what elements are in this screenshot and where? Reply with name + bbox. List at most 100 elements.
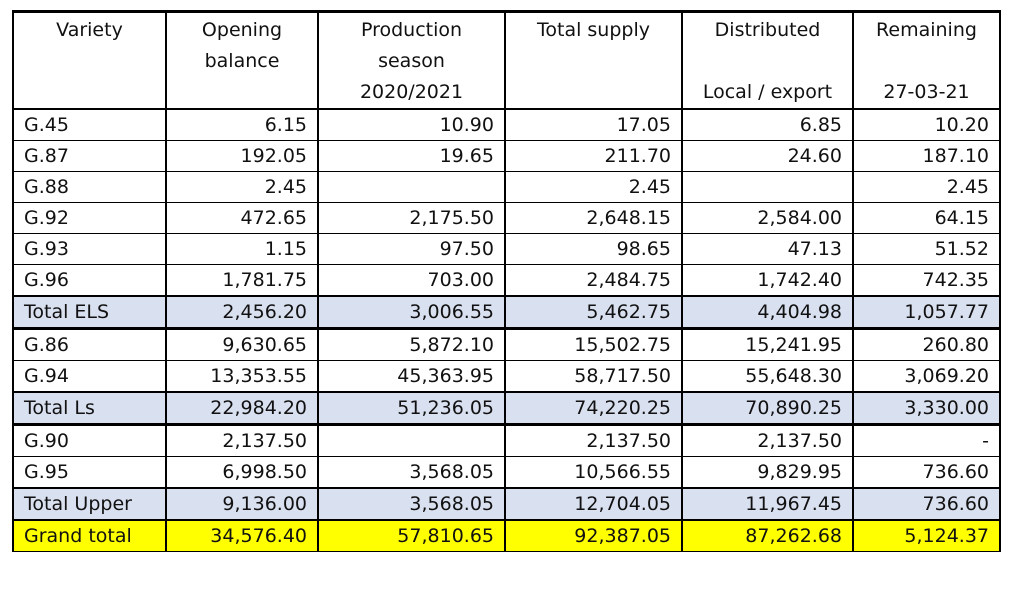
cell-distributed: 15,241.95	[681, 327, 854, 361]
cell-production-season: 57,810.65	[317, 519, 506, 552]
cell-opening-balance: 9,136.00	[165, 487, 319, 521]
table-row: G.86 9,630.65 5,872.10 15,502.75 15,241.95 26…	[12, 327, 1001, 361]
cell-remaining: 1,057.77	[852, 295, 1001, 329]
table-row: G.87 192.05 19.65 211.70 24.60 187.10	[12, 140, 1001, 172]
cell-total-supply: 10,566.55	[504, 456, 683, 489]
cell-remaining: 3,330.00	[852, 391, 1001, 425]
table-row: G.93 1.15 97.50 98.65 47.13 51.52	[12, 233, 1001, 265]
cell-total-supply: 98.65	[504, 233, 683, 265]
cell-remaining: -	[852, 423, 1001, 457]
cell-distributed: 9,829.95	[681, 456, 854, 489]
cell-production-season: 2,175.50	[317, 202, 506, 234]
cell-total-supply: 15,502.75	[504, 327, 683, 361]
cell-opening-balance: 9,630.65	[165, 327, 319, 361]
cell-variety: Total ELS	[12, 295, 167, 329]
cell-opening-balance: 13,353.55	[165, 360, 319, 393]
cell-distributed: 1,742.40	[681, 264, 854, 297]
header-line: Distributed	[714, 19, 821, 41]
cell-variety: G.93	[12, 233, 167, 265]
cell-distributed: 11,967.45	[681, 487, 854, 521]
cell-variety: G.87	[12, 140, 167, 172]
header-distributed: Distributed Local / export	[681, 10, 854, 110]
cell-variety: G.86	[12, 327, 167, 361]
cell-variety: G.96	[12, 264, 167, 297]
cell-total-supply: 12,704.05	[504, 487, 683, 521]
table-row: G.88 2.45 2.45 2.45	[12, 171, 1001, 203]
cell-total-supply: 2,484.75	[504, 264, 683, 297]
cell-remaining: 64.15	[852, 202, 1001, 234]
cell-distributed: 47.13	[681, 233, 854, 265]
subtotal-row: Total Ls 22,984.20 51,236.05 74,220.25 70,89…	[12, 391, 1001, 425]
cell-variety: G.94	[12, 360, 167, 393]
cell-production-season: 45,363.95	[317, 360, 506, 393]
cell-variety: Total Ls	[12, 391, 167, 425]
cell-total-supply: 17.05	[504, 109, 683, 141]
cell-variety: G.90	[12, 423, 167, 457]
cell-remaining: 260.80	[852, 327, 1001, 361]
cell-production-season	[317, 171, 506, 203]
cell-opening-balance: 1,781.75	[165, 264, 319, 297]
grand-total-row: Grand total 34,576.40 57,810.65 92,387.05 87…	[12, 519, 1001, 552]
table-body: G.45 6.15 10.90 17.05 6.85 10.20 G.87 192.05 19.…	[12, 109, 1001, 552]
table-row: G.94 13,353.55 45,363.95 58,717.50 55,648.30…	[12, 360, 1001, 393]
header-line: 2020/2021	[359, 81, 464, 103]
cell-production-season	[317, 423, 506, 457]
cell-distributed	[681, 171, 854, 203]
cell-opening-balance: 22,984.20	[165, 391, 319, 425]
cell-variety: G.95	[12, 456, 167, 489]
header-line: Remaining	[876, 19, 977, 41]
cell-production-season: 19.65	[317, 140, 506, 172]
cell-opening-balance: 192.05	[165, 140, 319, 172]
header-variety: Variety	[12, 10, 167, 110]
subtotal-row: Total ELS 2,456.20 3,006.55 5,462.75 4,404.9…	[12, 295, 1001, 329]
header-row: Variety Opening balance Production season 202…	[12, 10, 1001, 110]
cell-total-supply: 58,717.50	[504, 360, 683, 393]
table-row: G.96 1,781.75 703.00 2,484.75 1,742.40 742.35	[12, 264, 1001, 297]
cell-production-season: 703.00	[317, 264, 506, 297]
cell-opening-balance: 6,998.50	[165, 456, 319, 489]
header-line	[693, 46, 842, 77]
subtotal-row: Total Upper 9,136.00 3,568.05 12,704.05 11,9…	[12, 487, 1001, 521]
header-line	[864, 46, 989, 77]
header-remaining: Remaining 27-03-21	[852, 10, 1001, 110]
header-line: Opening	[201, 19, 283, 41]
cell-production-season: 10.90	[317, 109, 506, 141]
cell-variety: G.45	[12, 109, 167, 141]
cell-opening-balance: 6.15	[165, 109, 319, 141]
cell-opening-balance: 2,137.50	[165, 423, 319, 457]
cell-remaining: 3,069.20	[852, 360, 1001, 393]
cell-remaining: 736.60	[852, 487, 1001, 521]
cell-total-supply: 2.45	[504, 171, 683, 203]
cell-remaining: 187.10	[852, 140, 1001, 172]
cell-distributed: 4,404.98	[681, 295, 854, 329]
cell-production-season: 3,568.05	[317, 456, 506, 489]
cell-distributed: 2,584.00	[681, 202, 854, 234]
cell-total-supply: 211.70	[504, 140, 683, 172]
cell-variety: Grand total	[12, 519, 167, 552]
cell-opening-balance: 472.65	[165, 202, 319, 234]
header-line: Total supply	[537, 19, 650, 41]
cell-distributed: 24.60	[681, 140, 854, 172]
cell-total-supply: 2,648.15	[504, 202, 683, 234]
cell-remaining: 736.60	[852, 456, 1001, 489]
cell-production-season: 97.50	[317, 233, 506, 265]
cell-opening-balance: 2,456.20	[165, 295, 319, 329]
cell-opening-balance: 34,576.40	[165, 519, 319, 552]
cell-production-season: 5,872.10	[317, 327, 506, 361]
cell-distributed: 87,262.68	[681, 519, 854, 552]
table-row: G.90 2,137.50 2,137.50 2,137.50-	[12, 423, 1001, 457]
cell-distributed: 55,648.30	[681, 360, 854, 393]
header-production-season: Production season 2020/2021	[317, 10, 506, 110]
cell-variety: G.92	[12, 202, 167, 234]
cell-total-supply: 5,462.75	[504, 295, 683, 329]
cell-opening-balance: 2.45	[165, 171, 319, 203]
header-line: season	[378, 50, 445, 72]
cell-total-supply: 74,220.25	[504, 391, 683, 425]
header-line: Local / export	[702, 81, 833, 103]
header-line: balance	[204, 50, 280, 72]
cell-distributed: 2,137.50	[681, 423, 854, 457]
cell-remaining: 5,124.37	[852, 519, 1001, 552]
cell-total-supply: 2,137.50	[504, 423, 683, 457]
table-row: G.95 6,998.50 3,568.05 10,566.55 9,829.95 736…	[12, 456, 1001, 489]
cell-production-season: 3,568.05	[317, 487, 506, 521]
